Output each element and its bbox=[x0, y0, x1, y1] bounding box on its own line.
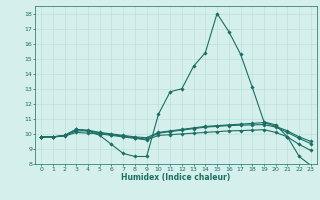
X-axis label: Humidex (Indice chaleur): Humidex (Indice chaleur) bbox=[121, 173, 231, 182]
